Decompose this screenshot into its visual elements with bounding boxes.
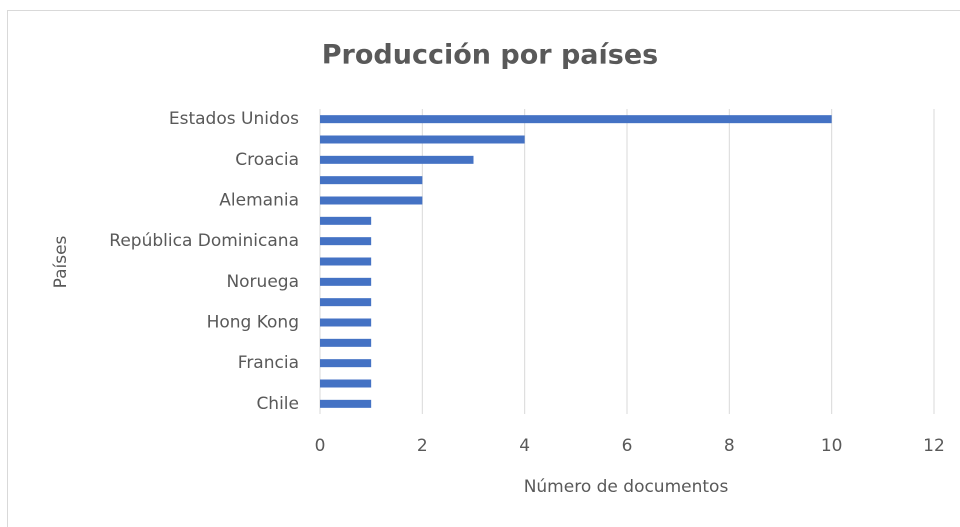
x-tick-label: 8 — [724, 436, 735, 456]
y-axis-title: Países — [51, 235, 71, 288]
bar — [320, 257, 372, 266]
bar — [320, 176, 423, 185]
y-tick-label: Croacia — [235, 150, 299, 170]
y-tick-label: Hong Kong — [207, 313, 299, 333]
bar — [320, 115, 832, 124]
bar — [320, 237, 372, 246]
bar — [320, 277, 372, 286]
y-tick-label: República Dominicana — [109, 231, 299, 251]
bar — [320, 135, 525, 144]
x-tick-label: 2 — [417, 436, 428, 456]
y-tick-label: Alemania — [219, 191, 299, 211]
bar — [320, 359, 372, 368]
y-tick-label: Estados Unidos — [169, 109, 299, 129]
x-tick-label: 12 — [923, 436, 945, 456]
x-tick-label: 0 — [315, 436, 326, 456]
y-tick-label: Noruega — [226, 272, 299, 292]
x-tick-label: 4 — [519, 436, 530, 456]
chart-border — [7, 10, 960, 527]
y-tick-label: Francia — [238, 353, 299, 373]
bar — [320, 399, 372, 408]
bar — [320, 379, 372, 388]
y-tick-label: Chile — [256, 394, 299, 414]
bar — [320, 216, 372, 225]
x-tick-label: 10 — [821, 436, 843, 456]
bar — [320, 338, 372, 347]
x-tick-label: 6 — [622, 436, 633, 456]
bar — [320, 298, 372, 307]
bar — [320, 318, 372, 327]
chart-title: Producción por países — [322, 40, 659, 71]
x-axis-title: Número de documentos — [524, 477, 729, 497]
bar — [320, 155, 474, 164]
bar — [320, 196, 423, 205]
